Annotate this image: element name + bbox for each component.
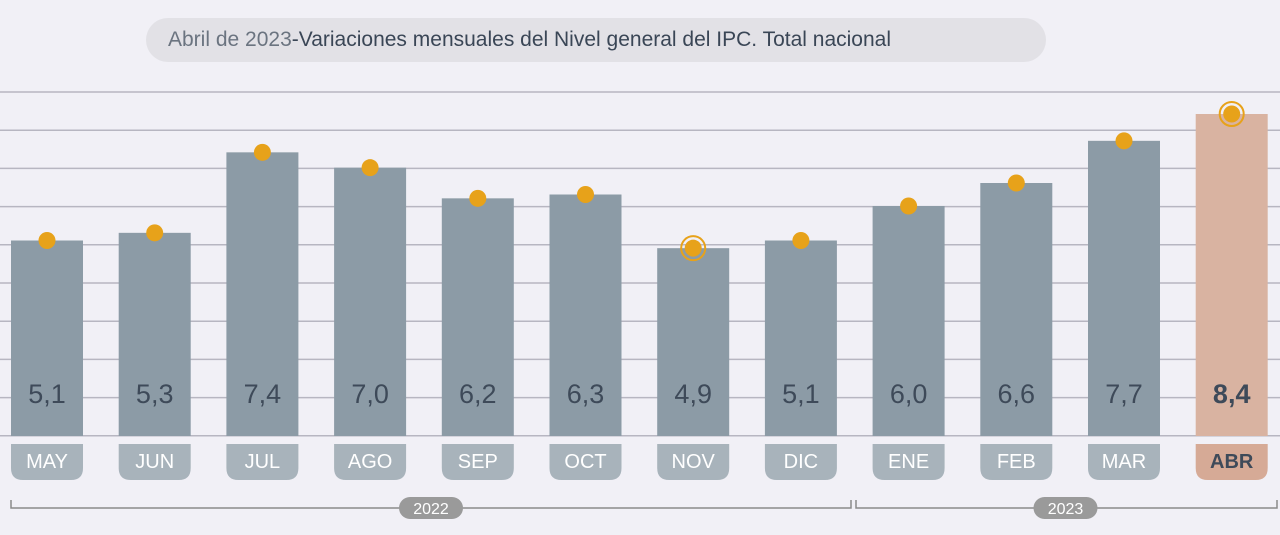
data-label-jun: 5,3	[136, 379, 174, 409]
month-pill-abr	[1195, 444, 1268, 480]
point-abr	[1223, 105, 1241, 123]
tick-label-may: MAY	[26, 451, 68, 473]
data-label-ene: 6,0	[890, 379, 928, 409]
bar-ago	[334, 167, 407, 436]
tick-label-sep: SEP	[458, 451, 498, 473]
tick-label-jun: JUN	[135, 451, 174, 473]
tick-label-nov: NOV	[672, 451, 716, 473]
bar-feb	[980, 183, 1053, 436]
month-pill-jun	[118, 444, 191, 480]
bar-jun	[118, 232, 191, 436]
point-jul	[253, 143, 271, 161]
chart-title: Abril de 2023 - Variaciones mensuales de…	[146, 18, 1046, 62]
point-oct	[577, 186, 594, 203]
tick-label-feb: FEB	[997, 451, 1036, 473]
point-may	[38, 232, 56, 249]
tick-label-oct: OCT	[564, 451, 606, 473]
data-label-may: 5,1	[28, 379, 66, 409]
month-pill-nov	[657, 444, 730, 480]
bar-mar	[1088, 140, 1160, 437]
title-text: Variaciones mensuales del Nivel general …	[298, 28, 891, 51]
bar-oct	[549, 194, 622, 436]
bar-abr	[1195, 114, 1268, 436]
data-label-ago: 7,0	[351, 379, 389, 409]
bar-nov	[657, 248, 730, 436]
month-pill-ene	[872, 444, 945, 480]
bar-ene	[872, 206, 945, 436]
point-ene	[900, 197, 918, 215]
month-pill-oct	[549, 444, 622, 480]
year-pill-2023	[1033, 497, 1098, 519]
bar-may	[11, 240, 83, 436]
title-separator: -	[291, 28, 299, 51]
month-pill-may	[11, 444, 83, 480]
month-pill-mar	[1088, 444, 1160, 480]
data-label-dic: 5,1	[782, 379, 820, 409]
data-label-oct: 6,3	[567, 379, 605, 409]
year-label-2023: 2023	[1048, 501, 1084, 518]
year-label-2022: 2022	[413, 501, 449, 518]
tick-label-jul: JUL	[245, 451, 281, 473]
bar-dic	[764, 240, 837, 436]
tick-label-abr: ABR	[1210, 451, 1254, 473]
bar-sep	[441, 198, 514, 436]
point-sep	[469, 189, 487, 207]
point-jun	[146, 224, 164, 242]
month-pill-sep	[441, 444, 514, 480]
point-nov	[684, 239, 702, 257]
data-label-feb: 6,6	[998, 379, 1036, 409]
title-period: Abril de 2023	[168, 28, 292, 51]
point-mar	[1115, 132, 1133, 150]
point-ring-nov	[680, 235, 707, 262]
tick-label-ene: ENE	[888, 451, 929, 473]
point-dic	[792, 232, 810, 249]
year-pill-2022	[399, 497, 463, 519]
point-feb	[1007, 174, 1025, 192]
point-ring-abr	[1218, 101, 1245, 127]
point-ago	[361, 159, 379, 177]
month-pill-jul	[226, 444, 299, 480]
data-label-abr: 8,4	[1213, 379, 1251, 409]
month-pill-ago	[334, 444, 407, 480]
tick-label-ago: AGO	[348, 451, 392, 473]
tick-label-mar: MAR	[1102, 451, 1146, 473]
month-pill-feb	[980, 444, 1053, 480]
data-label-sep: 6,2	[459, 379, 497, 409]
month-pill-dic	[764, 444, 837, 480]
data-label-nov: 4,9	[674, 379, 712, 409]
data-label-mar: 7,7	[1105, 379, 1143, 409]
tick-label-dic: DIC	[784, 451, 818, 473]
data-label-jul: 7,4	[244, 379, 282, 409]
bar-jul	[226, 152, 299, 437]
